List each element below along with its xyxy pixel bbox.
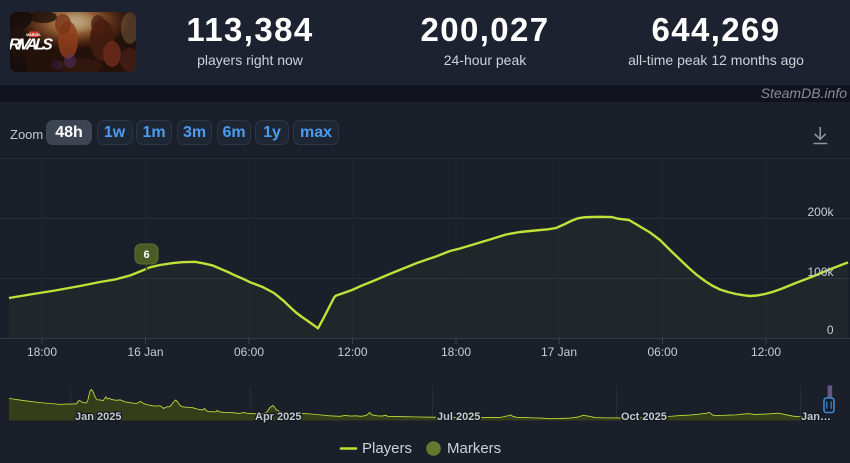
svg-text:100k: 100k: [807, 265, 834, 279]
svg-text:Jan…: Jan…: [801, 411, 831, 423]
svg-text:RIVALS: RIVALS: [10, 37, 54, 54]
svg-text:12:00: 12:00: [751, 345, 781, 359]
svg-text:Players: Players: [362, 440, 412, 457]
svg-text:Markers: Markers: [447, 440, 501, 457]
svg-text:18:00: 18:00: [441, 345, 471, 359]
svg-text:200k: 200k: [807, 205, 834, 219]
svg-text:06:00: 06:00: [647, 345, 677, 359]
svg-text:6: 6: [143, 249, 149, 261]
svg-text:Oct 2025: Oct 2025: [621, 411, 667, 423]
svg-text:17 Jan: 17 Jan: [541, 345, 577, 359]
svg-text:Apr 2025: Apr 2025: [255, 411, 301, 423]
svg-text:06:00: 06:00: [234, 345, 264, 359]
svg-text:MARVEL: MARVEL: [26, 33, 42, 37]
svg-text:18:00: 18:00: [27, 345, 57, 359]
svg-text:16 Jan: 16 Jan: [127, 345, 163, 359]
svg-text:0: 0: [827, 323, 834, 337]
svg-text:Jul 2025: Jul 2025: [437, 411, 480, 423]
svg-text:Jan 2025: Jan 2025: [75, 411, 121, 423]
svg-text:12:00: 12:00: [337, 345, 367, 359]
